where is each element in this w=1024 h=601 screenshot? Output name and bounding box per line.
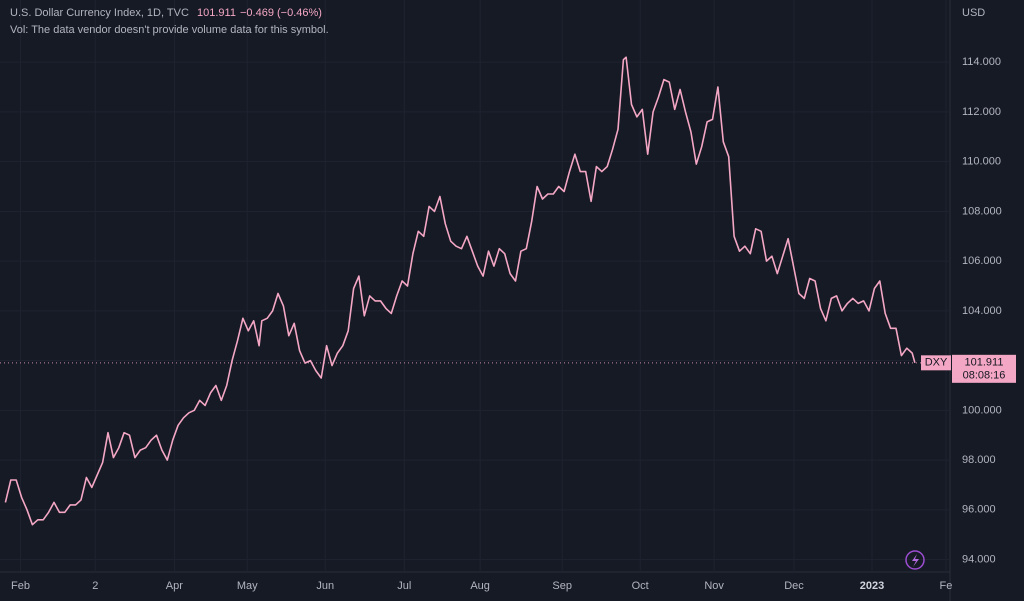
x-tick-label: Dec (784, 580, 804, 592)
grid (0, 0, 950, 572)
price-line (4, 56, 916, 526)
x-tick-label: Sep (552, 580, 572, 592)
symbol-tag (921, 355, 951, 371)
y-tick-label: 104.000 (962, 305, 1002, 317)
x-tick-label: May (237, 580, 258, 592)
x-tick-label: Apr (166, 580, 183, 592)
symbol-tag-label: DXY (925, 357, 948, 369)
chart-title: U.S. Dollar Currency Index, 1D, TVC (10, 7, 189, 19)
y-tick-label: 94.000 (962, 553, 996, 565)
x-tick-label: Fe (940, 580, 953, 592)
x-tick-label: Jul (397, 580, 411, 592)
x-tick-label: Aug (470, 580, 490, 592)
icon-ring[interactable] (905, 550, 925, 570)
y-tick-label: 114.000 (962, 56, 1001, 68)
y-tick-label: 112.000 (962, 106, 1001, 118)
x-tick-label: 2 (92, 580, 98, 592)
y-tick-label: 106.000 (962, 255, 1002, 267)
plot (0, 56, 950, 526)
x-tick-label: Feb (11, 580, 30, 592)
price-tag-countdown: 08:08:16 (963, 370, 1006, 382)
x-tick-label: Nov (704, 580, 724, 592)
price-tag (952, 354, 1016, 383)
y-tick-label: 100.000 (962, 404, 1002, 416)
icon-bolt[interactable] (912, 554, 919, 567)
chart-subtitle: Vol: The data vendor doesn't provide vol… (10, 24, 329, 36)
price-tag-value: 101.911 (965, 357, 1004, 369)
header-change: −0.469 (−0.46%) (240, 7, 322, 19)
y-tick-label: 108.000 (962, 205, 1002, 217)
y-axis-label: USD (962, 7, 985, 19)
x-tick-label: Oct (632, 580, 649, 592)
x-tick-label: Jun (316, 580, 334, 592)
y-tick-label: 96.000 (962, 504, 996, 516)
y-tick-label: 98.000 (962, 454, 996, 466)
lightning-icon[interactable] (905, 550, 925, 570)
y-tick-label: 110.000 (962, 156, 1001, 168)
header-price: 101.911 (197, 7, 236, 19)
x-tick-label: 2023 (860, 580, 884, 592)
